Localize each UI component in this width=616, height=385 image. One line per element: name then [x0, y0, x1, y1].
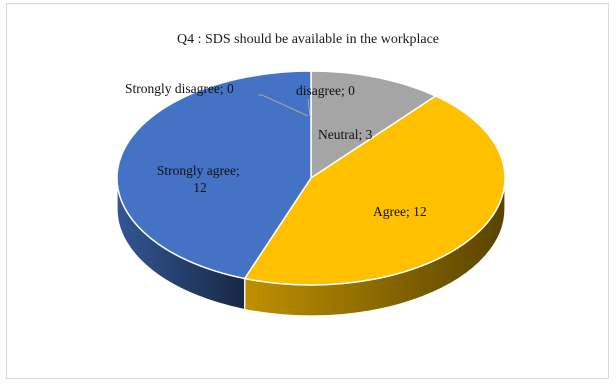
label-disagree: disagree; 0: [296, 83, 355, 98]
pie-slice-strongly-agree: [116, 70, 312, 280]
chart-title: Q4 : SDS should be available in the work…: [176, 32, 440, 47]
pie-slice-agree: [243, 95, 506, 286]
label-strongly-agree: Strongly agree; 12: [157, 163, 243, 195]
label-agree: Agree; 12: [373, 204, 427, 219]
label-neutral: Neutral; 3: [318, 127, 373, 142]
leader-strongly-disagree: [258, 94, 309, 117]
pie-slice-neutral: [310, 70, 438, 180]
label-strongly-disagree: Strongly disagree; 0: [125, 81, 234, 96]
leader-disagree: [307, 98, 311, 117]
